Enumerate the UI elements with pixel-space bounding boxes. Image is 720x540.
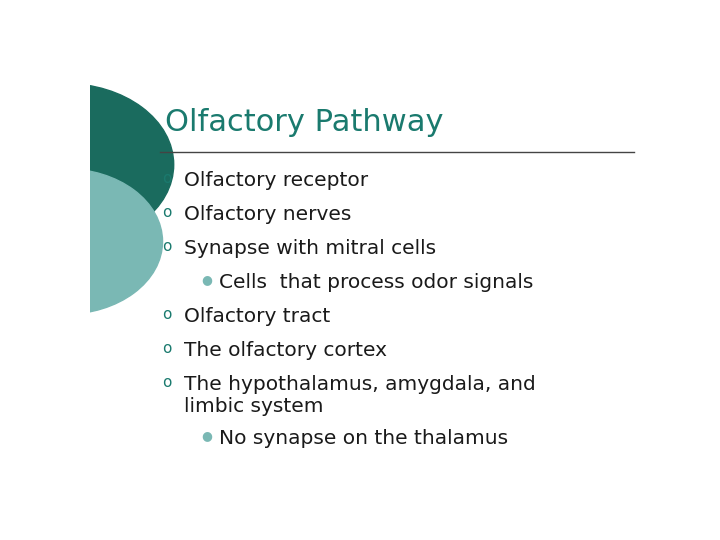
Text: o: o xyxy=(162,171,171,186)
Text: Olfactory nerves: Olfactory nerves xyxy=(184,205,351,224)
Text: o: o xyxy=(162,205,171,220)
Text: o: o xyxy=(162,341,171,356)
Text: ●: ● xyxy=(202,273,212,286)
Text: ●: ● xyxy=(202,429,212,442)
Text: o: o xyxy=(162,239,171,254)
Text: Olfactory receptor: Olfactory receptor xyxy=(184,171,368,190)
Text: Olfactory Pathway: Olfactory Pathway xyxy=(166,109,444,138)
Text: o: o xyxy=(162,375,171,390)
Circle shape xyxy=(0,84,174,246)
Text: The hypothalamus, amygdala, and
limbic system: The hypothalamus, amygdala, and limbic s… xyxy=(184,375,536,416)
Text: Olfactory tract: Olfactory tract xyxy=(184,307,330,326)
Text: No synapse on the thalamus: No synapse on the thalamus xyxy=(220,429,508,448)
Text: Cells  that process odor signals: Cells that process odor signals xyxy=(220,273,534,292)
Circle shape xyxy=(0,169,163,314)
Text: Synapse with mitral cells: Synapse with mitral cells xyxy=(184,239,436,258)
Text: The olfactory cortex: The olfactory cortex xyxy=(184,341,387,360)
Text: o: o xyxy=(162,307,171,322)
